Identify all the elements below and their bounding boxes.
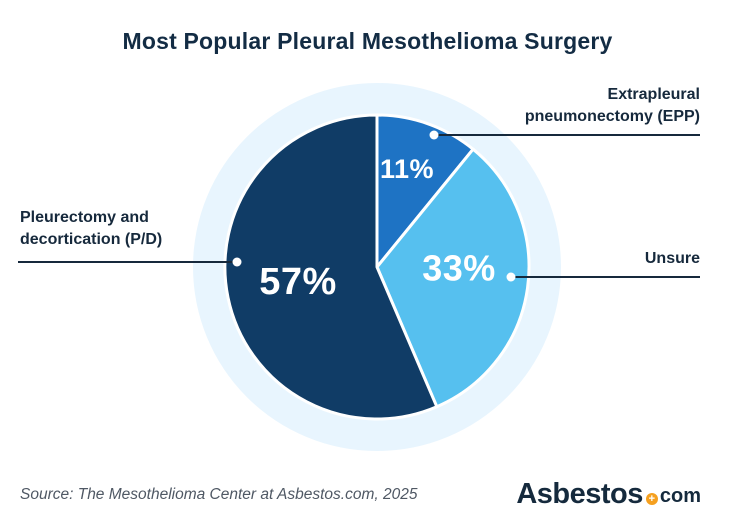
source-note: Source: The Mesothelioma Center at Asbes… <box>20 486 418 503</box>
label-unsure-text: Unsure <box>644 250 700 267</box>
callout-label-unsure: Unsure <box>645 248 700 270</box>
pie-pct-label-57%: 57% <box>259 261 337 303</box>
callout-label-epp: Extrapleural pneumonectomy (EPP) <box>525 84 700 128</box>
pie-slice-33% <box>375 147 531 409</box>
asbestos-logo: Asbestos + com <box>516 478 701 510</box>
label-epp-line1: Extrapleural <box>607 86 700 103</box>
callout-dot-pd <box>232 257 242 267</box>
logo-text-asbestos: Asbestos <box>516 478 643 510</box>
logo-text-com: com <box>659 485 701 507</box>
pie-slice-57% <box>223 113 439 421</box>
pie-pct-label-33%: 33% <box>422 248 496 289</box>
chart-title: Most Popular Pleural Mesothelioma Surger… <box>122 28 613 54</box>
callout-label-pd: Pleurectomy and decortication (P/D) <box>20 207 162 251</box>
label-epp-line2: pneumonectomy (EPP) <box>524 108 700 125</box>
pie-slice-11% <box>375 113 475 269</box>
label-pd-line1: Pleurectomy and <box>20 209 149 226</box>
pie-pct-label-11%: 11% <box>380 154 434 184</box>
logo-plus-icon: + <box>645 493 658 505</box>
callout-dot-unsure <box>506 272 516 282</box>
label-pd-line2: decortication (P/D) <box>20 231 163 248</box>
callout-dot-epp <box>429 130 439 140</box>
